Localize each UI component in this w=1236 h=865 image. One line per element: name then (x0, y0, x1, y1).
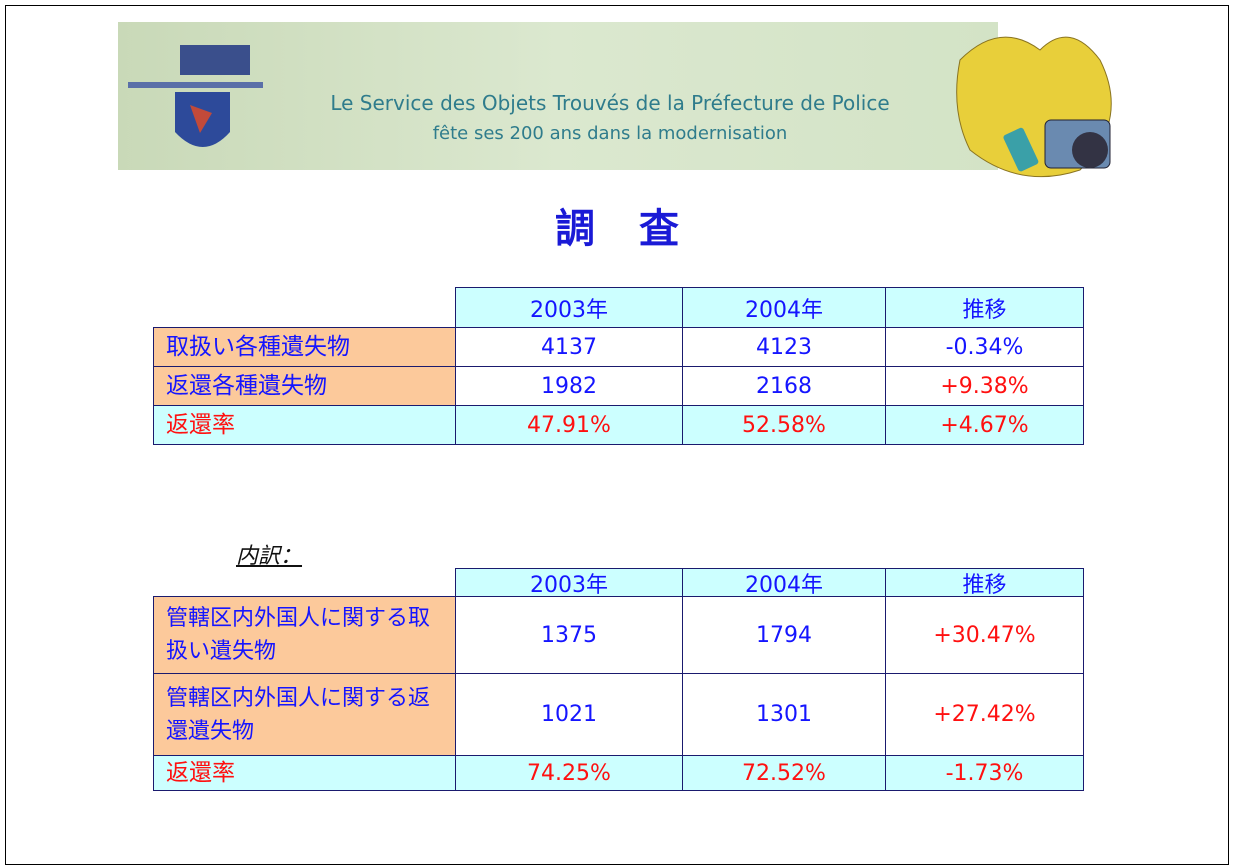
table-cell: 2168 (682, 366, 886, 406)
row-label: 返還率 (153, 405, 456, 445)
lost-items-illustration (956, 36, 1112, 178)
column-header: 推移 (885, 568, 1084, 598)
column-header: 2004年 (682, 568, 886, 598)
column-header: 推移 (885, 287, 1084, 328)
banner: Le Service des Objets Trouvés de la Préf… (118, 22, 1112, 178)
table-cell: 52.58% (682, 405, 886, 445)
column-header: 2004年 (682, 287, 886, 328)
column-header: 2003年 (455, 568, 683, 598)
table-cell: 74.25% (455, 755, 683, 791)
table-cell: 4123 (682, 327, 886, 367)
row-label: 管轄区内外国人に関する返還遺失物 (153, 673, 456, 756)
table-cell: 72.52% (682, 755, 886, 791)
breakdown-label: 内訳： (236, 544, 303, 569)
table-cell: +30.47% (885, 596, 1084, 674)
table-cell: 4137 (455, 327, 683, 367)
table-cell: 1982 (455, 366, 683, 406)
table-cell: 1301 (682, 673, 886, 756)
banner-line: fête ses 200 ans dans la modernisation (433, 123, 788, 144)
table-cell: +4.67% (885, 405, 1084, 445)
table-cell: 1021 (455, 673, 683, 756)
table-cell: 1375 (455, 596, 683, 674)
table-cell: -0.34% (885, 327, 1084, 367)
row-label: 取扱い各種遺失物 (153, 327, 456, 367)
banner-line: Le Service des Objets Trouvés de la Préf… (330, 91, 889, 115)
row-label: 管轄区内外国人に関する取扱い遺失物 (153, 596, 456, 674)
table-cell: 1794 (682, 596, 886, 674)
table-cell: +9.38% (885, 366, 1084, 406)
column-header: 2003年 (455, 287, 683, 328)
row-label: 返還各種遺失物 (153, 366, 456, 406)
section-title: 調 査 (555, 206, 681, 252)
row-label: 返還率 (153, 755, 456, 791)
table-cell: +27.42% (885, 673, 1084, 756)
table-cell: -1.73% (885, 755, 1084, 791)
banner-background (118, 22, 998, 170)
table-cell: 47.91% (455, 405, 683, 445)
police-logo (128, 45, 263, 147)
